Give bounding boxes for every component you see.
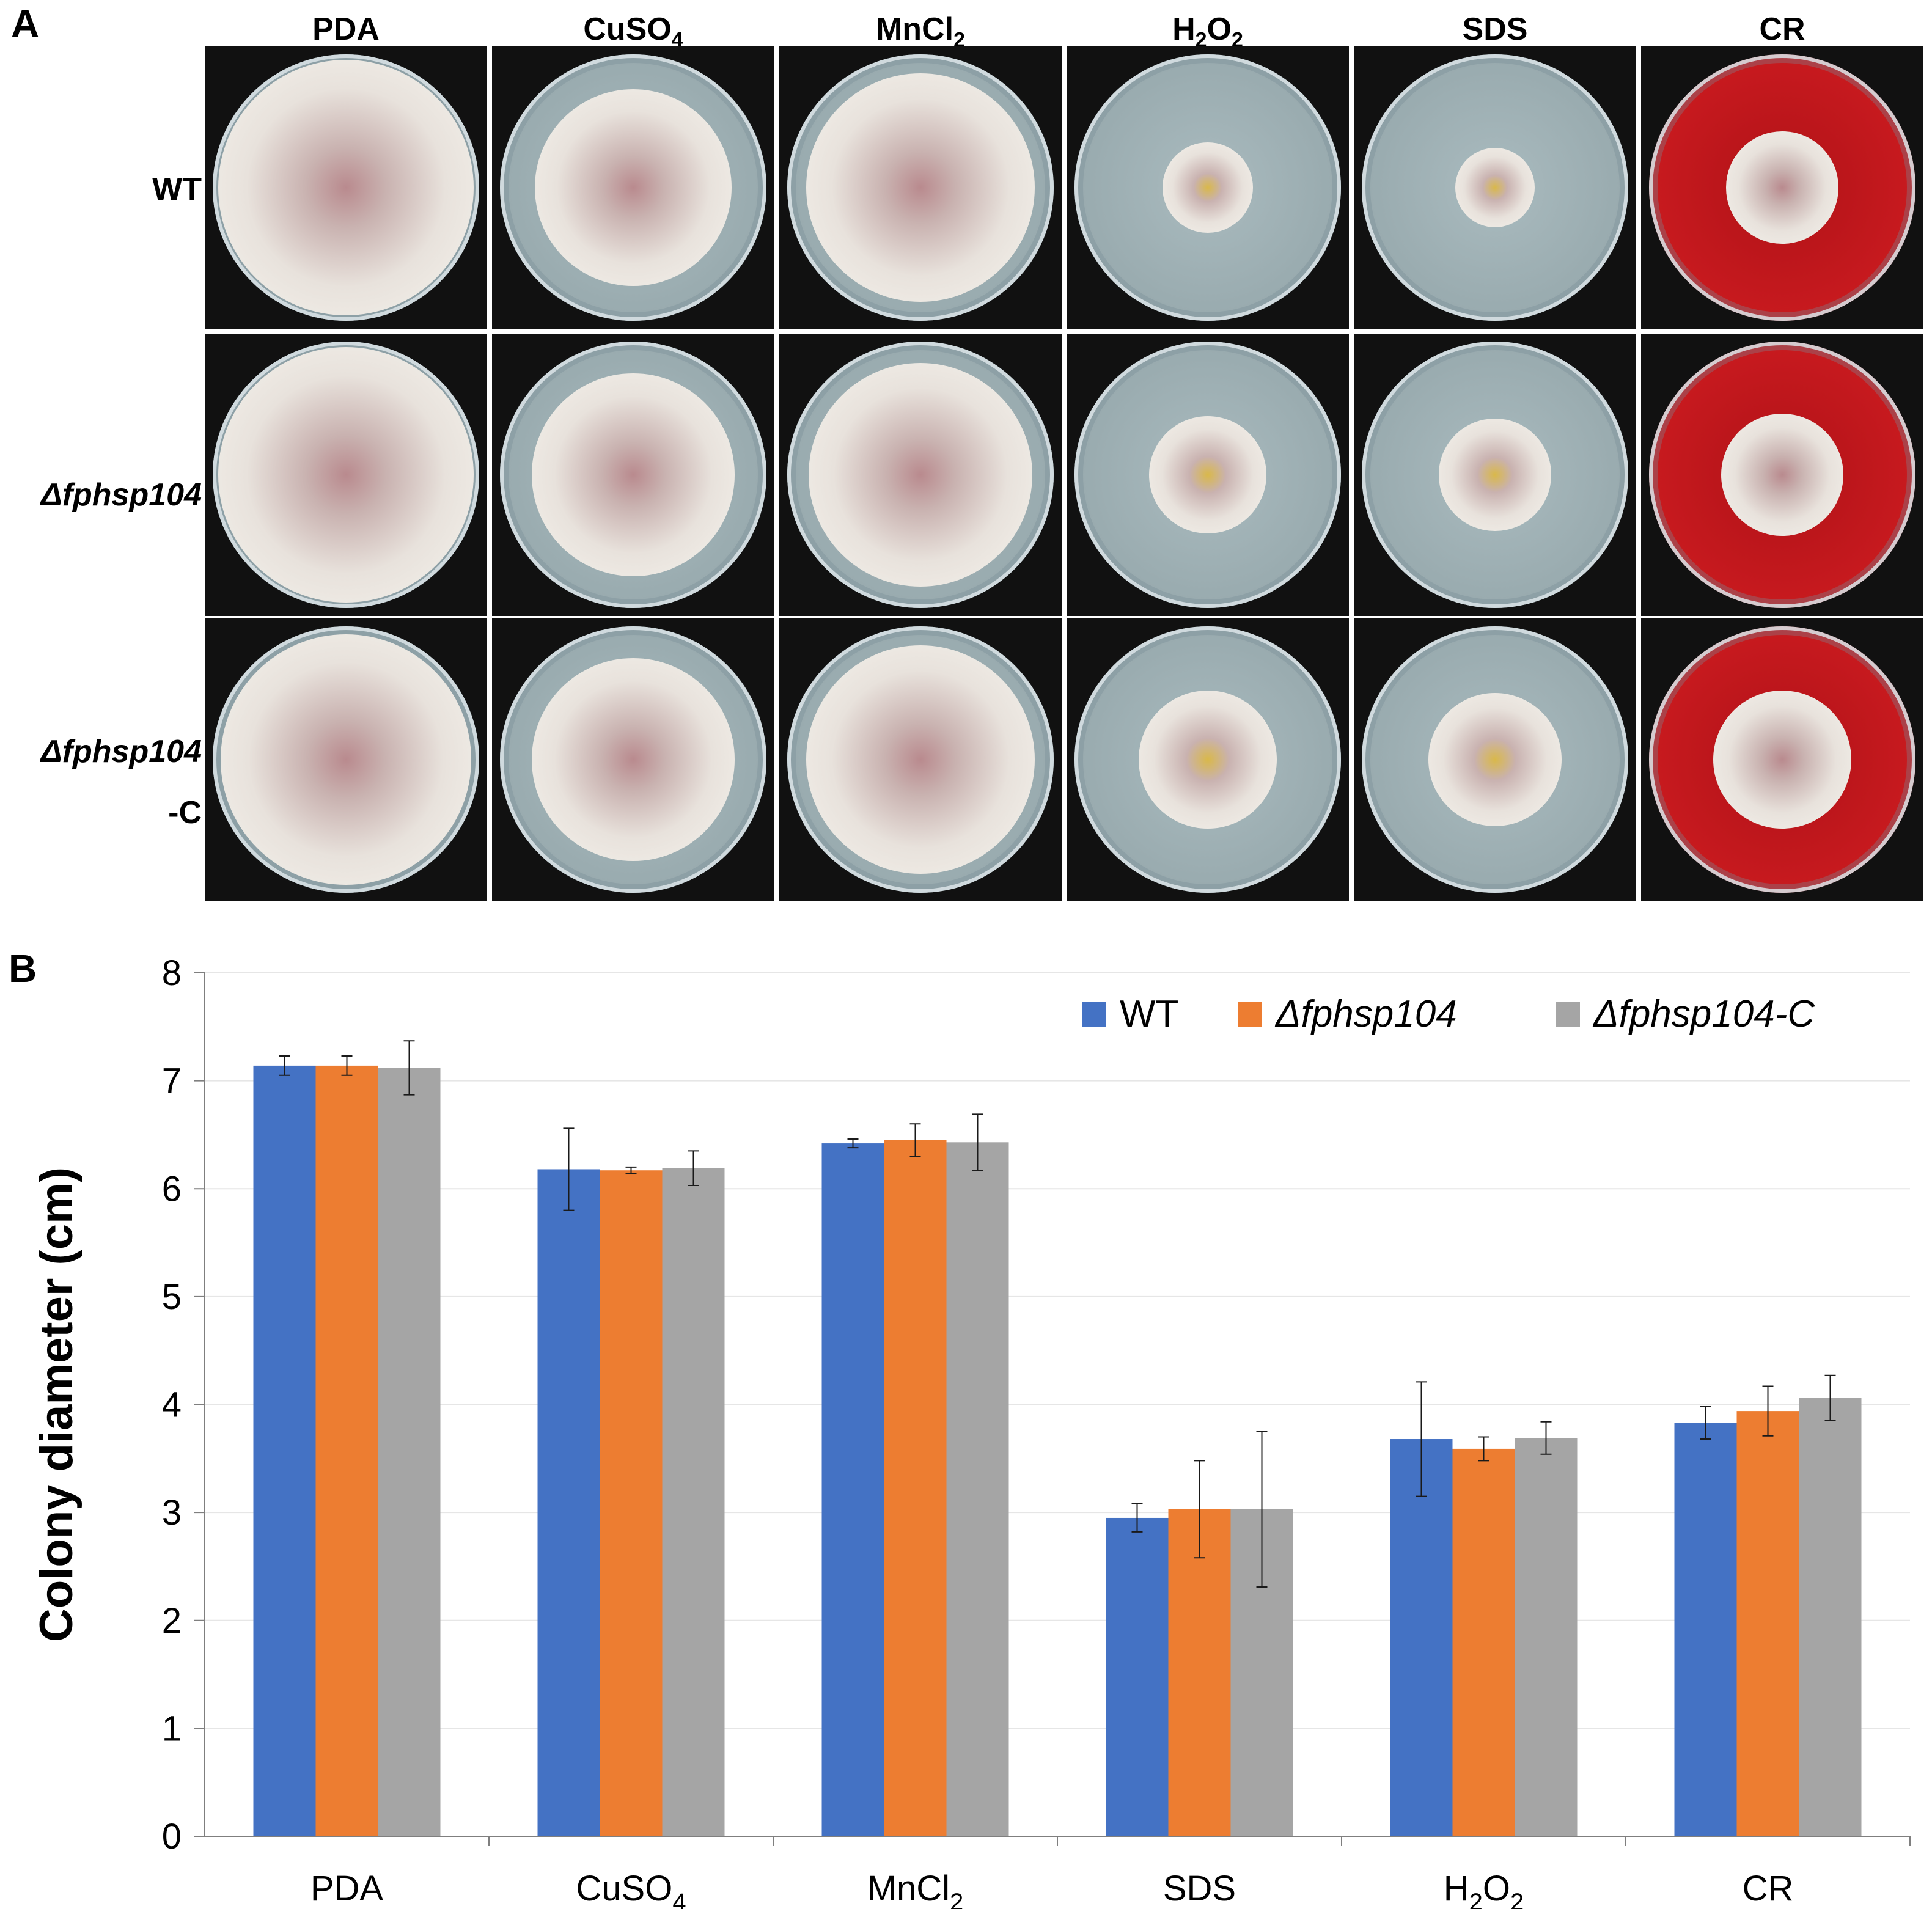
plate-photo: [1641, 46, 1923, 329]
plate-photo: [492, 46, 774, 329]
plate-photo: [1354, 618, 1636, 901]
plate-photo: [205, 618, 487, 901]
bar: [821, 1143, 884, 1836]
row-label-2-suffix: -C: [168, 795, 202, 830]
legend-label: Δfphsp104: [1274, 993, 1457, 1035]
bar: [315, 1065, 378, 1836]
bar: [537, 1169, 600, 1836]
panel-b-letter: B: [9, 947, 37, 991]
bar: [1674, 1423, 1737, 1836]
fungal-colony: [1162, 142, 1254, 233]
plate-photo: [205, 46, 487, 329]
y-tick-label: 6: [162, 1169, 182, 1209]
fungal-colony: [1713, 690, 1852, 829]
x-tick-label: H2O2: [1444, 1869, 1524, 1909]
column-label-4: SDS: [1462, 12, 1528, 47]
fungal-colony: [534, 89, 732, 287]
column-label-2: MnCl2: [875, 12, 965, 52]
fungal-colony: [1721, 413, 1844, 537]
x-tick-label: SDS: [1163, 1869, 1236, 1908]
plate-photo: [492, 618, 774, 901]
row-label-1: Δfphsp104: [40, 477, 202, 513]
legend-label: WT: [1120, 993, 1178, 1035]
fungal-colony: [808, 362, 1033, 587]
column-label-5: CR: [1759, 12, 1805, 47]
column-label-0: PDA: [312, 12, 380, 47]
plate-photo: [1067, 334, 1349, 616]
fungal-colony: [806, 73, 1035, 302]
column-label-3: H2O2: [1172, 12, 1243, 52]
bar: [378, 1068, 441, 1836]
plate-photo: [779, 46, 1062, 329]
legend-swatch: [1556, 1002, 1580, 1027]
x-tick-label: PDA: [310, 1869, 384, 1908]
fungal-colony: [1149, 416, 1266, 533]
x-tick-label: CuSO4: [576, 1869, 686, 1909]
bar: [662, 1168, 725, 1836]
fungal-colony: [1138, 690, 1277, 829]
fungal-colony: [218, 346, 474, 603]
bar: [1515, 1438, 1578, 1836]
row-label-0: WT: [152, 172, 202, 207]
y-tick-label: 3: [162, 1493, 182, 1533]
legend-swatch: [1238, 1002, 1262, 1027]
fungal-colony: [1455, 147, 1535, 228]
fungal-colony: [221, 634, 471, 885]
plate-photo: [1354, 46, 1636, 329]
x-tick-label: CR: [1743, 1869, 1794, 1908]
bar: [253, 1065, 316, 1836]
bar: [1799, 1398, 1862, 1836]
panel-a-letter: A: [11, 2, 40, 46]
y-tick-label: 1: [162, 1709, 182, 1748]
y-axis-title: Colony diameter (cm): [31, 1167, 83, 1642]
y-tick-label: 8: [162, 953, 182, 993]
fungal-colony: [532, 373, 735, 576]
colony-diameter-bar-chart: 0 1 2 3 4 5 6 7 8 Colony diameter (cm) PDA CuSO4 MnC…: [31, 953, 1911, 1909]
plate-photo: [205, 334, 487, 616]
plate-photo: [1641, 334, 1923, 616]
bar: [1452, 1448, 1515, 1836]
fungal-colony: [218, 59, 474, 316]
row-label-2: Δfphsp104: [40, 734, 202, 769]
bar: [1390, 1439, 1453, 1836]
y-tick-label: 0: [162, 1817, 182, 1856]
bar: [600, 1170, 663, 1836]
bar: [1736, 1411, 1799, 1836]
plate-photo: [779, 334, 1062, 616]
plate-photo: [1641, 618, 1923, 901]
fungal-colony: [806, 645, 1035, 874]
y-tick-label: 7: [162, 1061, 182, 1101]
bar: [884, 1140, 947, 1836]
plate-photo: [1067, 46, 1349, 329]
fungal-colony: [1439, 419, 1551, 531]
plate-photo: [1354, 334, 1636, 616]
fungal-colony: [1726, 131, 1838, 244]
plate-photo: [1067, 618, 1349, 901]
plate-photo: [492, 334, 774, 616]
x-tick-label: MnCl2: [867, 1869, 964, 1909]
bar: [946, 1142, 1009, 1836]
bar: [1168, 1509, 1231, 1836]
plate-photo: [779, 618, 1062, 901]
bar: [1106, 1517, 1169, 1836]
legend-label: Δfphsp104-C: [1592, 993, 1815, 1035]
y-tick-label: 2: [162, 1601, 182, 1641]
legend-swatch: [1082, 1002, 1106, 1027]
fungal-colony: [1428, 693, 1562, 826]
column-label-1: CuSO4: [583, 12, 683, 52]
y-tick-label: 5: [162, 1277, 182, 1317]
fungal-colony: [532, 658, 735, 861]
y-tick-label: 4: [162, 1385, 182, 1425]
